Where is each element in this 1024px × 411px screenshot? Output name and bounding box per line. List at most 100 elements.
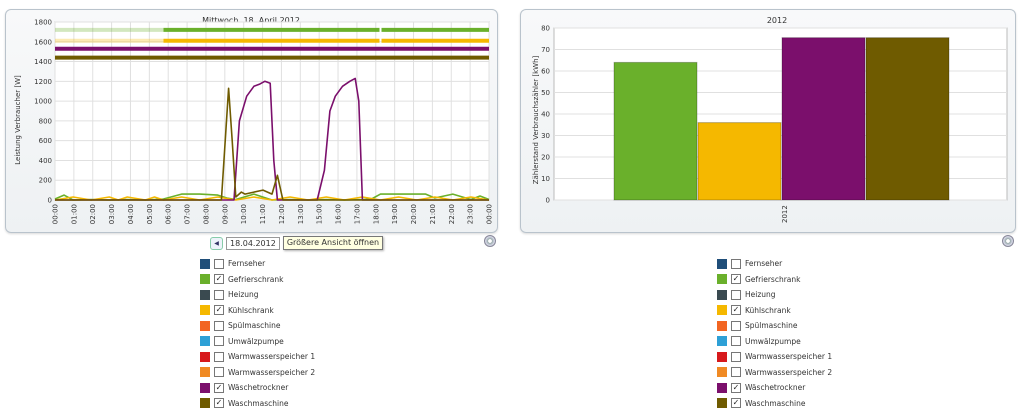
- date-navigation: ◀ 18.04.2012 Größere Ansicht öffnen: [210, 236, 384, 250]
- legend-swatch: [717, 367, 727, 378]
- legend-item[interactable]: Heizung: [717, 287, 832, 303]
- legend-swatch: [200, 258, 210, 269]
- legend-item[interactable]: Warmwasserspeicher 2: [717, 365, 832, 381]
- y-tick-label: 20: [541, 154, 550, 162]
- settings-gear-icon[interactable]: [484, 235, 496, 247]
- x-tick-label: 07:00: [184, 204, 192, 224]
- legend-checkbox[interactable]: [731, 289, 741, 300]
- series-line: [54, 196, 490, 201]
- legend-checkbox[interactable]: [214, 351, 224, 362]
- x-axis-ticks: 00:00 01:00 02:00 03:00 04:00 05:00 06:00 07:00…: [52, 204, 494, 224]
- legend-item[interactable]: Umwälzpumpe: [200, 334, 315, 350]
- x-tick-label: 11:00: [259, 204, 267, 224]
- legend-swatch: [200, 274, 210, 285]
- x-tick-label: 06:00: [165, 204, 173, 224]
- legend-checkbox[interactable]: [731, 320, 741, 331]
- x-tick-label: 00:00: [486, 204, 494, 224]
- legend-item[interactable]: Fernseher: [717, 256, 832, 272]
- legend-checkbox[interactable]: [214, 258, 224, 269]
- legend-left: Fernseher ✓ Gefrierschrank Heizung ✓ Kühlschr…: [200, 256, 315, 411]
- legend-label: Wäschetrockner: [745, 383, 806, 393]
- legend-checkbox[interactable]: [731, 367, 741, 378]
- legend-swatch: [717, 351, 727, 362]
- legend-label: Gefrierschrank: [745, 274, 801, 284]
- legend-checkbox[interactable]: [214, 320, 224, 331]
- y-axis-ticks: 0 10 20 30 40 50 60 70 80: [541, 25, 550, 205]
- legend-item[interactable]: Fernseher: [200, 256, 315, 272]
- y-tick-label: 200: [39, 177, 52, 185]
- y-tick-label: 40: [541, 111, 550, 119]
- y-axis-label: Leistung Verbraucher [W]: [14, 75, 22, 165]
- chart-title: Mittwoch, 18. April 2012: [202, 16, 300, 25]
- x-tick-label: 15:00: [316, 204, 324, 224]
- settings-gear-icon[interactable]: [1002, 235, 1014, 247]
- legend-item[interactable]: Heizung: [200, 287, 315, 303]
- y-tick-label: 0: [546, 197, 550, 205]
- legend-checkbox[interactable]: [731, 351, 741, 362]
- legend-checkbox[interactable]: [731, 336, 741, 347]
- legend-checkbox[interactable]: [731, 258, 741, 269]
- x-tick-label: 12:00: [278, 204, 286, 224]
- previous-day-button[interactable]: ◀: [210, 236, 223, 250]
- legend-label: Warmwasserspeicher 1: [228, 352, 316, 362]
- legend-checkbox[interactable]: ✓: [214, 274, 224, 285]
- legend-item[interactable]: ✓ Waschmaschine: [200, 396, 315, 411]
- legend-item[interactable]: ✓ Wäschetrockner: [200, 380, 315, 396]
- legend-label: Fernseher: [745, 259, 783, 269]
- chart-title: 2012: [767, 16, 787, 25]
- series-line: [55, 87, 489, 201]
- bar-chart-panel: 2012 Zählerstand Verbrauchszähler [kWh] …: [520, 9, 1016, 233]
- status-bars: [55, 27, 489, 60]
- legend-item[interactable]: Warmwasserspeicher 1: [717, 349, 832, 365]
- legend-label: Spülmaschine: [745, 321, 798, 331]
- legend-checkbox[interactable]: [214, 289, 224, 300]
- y-axis-label: Zählerstand Verbrauchszähler [kWh]: [532, 55, 540, 184]
- legend-item[interactable]: ✓ Kühlschrank: [200, 303, 315, 319]
- legend-checkbox[interactable]: [214, 336, 224, 347]
- x-tick-label: 09:00: [221, 204, 229, 224]
- legend-item[interactable]: Warmwasserspeicher 2: [200, 365, 315, 381]
- legend-swatch: [200, 351, 210, 362]
- legend-swatch: [717, 382, 727, 393]
- bar-kühlschrank: [697, 122, 782, 201]
- legend-label: Warmwasserspeicher 2: [745, 367, 833, 377]
- legend-swatch: [717, 320, 727, 331]
- y-tick-label: 800: [39, 117, 52, 125]
- legend-checkbox[interactable]: ✓: [214, 398, 224, 409]
- legend-item[interactable]: ✓ Waschmaschine: [717, 396, 832, 411]
- legend-item[interactable]: ✓ Gefrierschrank: [200, 272, 315, 288]
- legend-item[interactable]: Spülmaschine: [717, 318, 832, 334]
- legend-item[interactable]: Umwälzpumpe: [717, 334, 832, 350]
- date-input[interactable]: 18.04.2012: [226, 236, 280, 250]
- legend-label: Umwälzpumpe: [228, 336, 284, 346]
- bar-waschmaschine: [865, 37, 950, 201]
- x-tick-label: 22:00: [448, 204, 456, 224]
- y-tick-label: 0: [48, 197, 52, 205]
- x-tick-label: 10:00: [240, 204, 248, 224]
- legend-label: Waschmaschine: [745, 398, 806, 408]
- x-tick-label: 02:00: [89, 204, 97, 224]
- legend-checkbox[interactable]: ✓: [214, 382, 224, 393]
- legend-item[interactable]: ✓ Gefrierschrank: [717, 272, 832, 288]
- legend-label: Wäschetrockner: [228, 383, 289, 393]
- legend-checkbox[interactable]: ✓: [214, 305, 224, 316]
- legend-checkbox[interactable]: [214, 367, 224, 378]
- legend-checkbox[interactable]: ✓: [731, 398, 741, 409]
- legend-item[interactable]: Spülmaschine: [200, 318, 315, 334]
- bar-chart: 2012 Zählerstand Verbrauchszähler [kWh] …: [532, 16, 1008, 223]
- legend-swatch: [717, 258, 727, 269]
- legend-item[interactable]: ✓ Wäschetrockner: [717, 380, 832, 396]
- legend-right: Fernseher ✓ Gefrierschrank Heizung ✓ Kühlschr…: [717, 256, 832, 411]
- legend-item[interactable]: ✓ Kühlschrank: [717, 303, 832, 319]
- legend-swatch: [717, 274, 727, 285]
- bar-wäschetrockner: [781, 37, 866, 201]
- legend-item[interactable]: Warmwasserspeicher 1: [200, 349, 315, 365]
- legend-checkbox[interactable]: ✓: [731, 274, 741, 285]
- legend-swatch: [200, 336, 210, 347]
- x-tick-label: 03:00: [108, 204, 116, 224]
- legend-checkbox[interactable]: ✓: [731, 305, 741, 316]
- legend-swatch: [200, 398, 210, 409]
- legend-checkbox[interactable]: ✓: [731, 382, 741, 393]
- y-tick-label: 1600: [34, 38, 52, 46]
- y-axis-ticks: 0 200 400 600 800 1000 1200 1400 1600 1800: [34, 19, 52, 205]
